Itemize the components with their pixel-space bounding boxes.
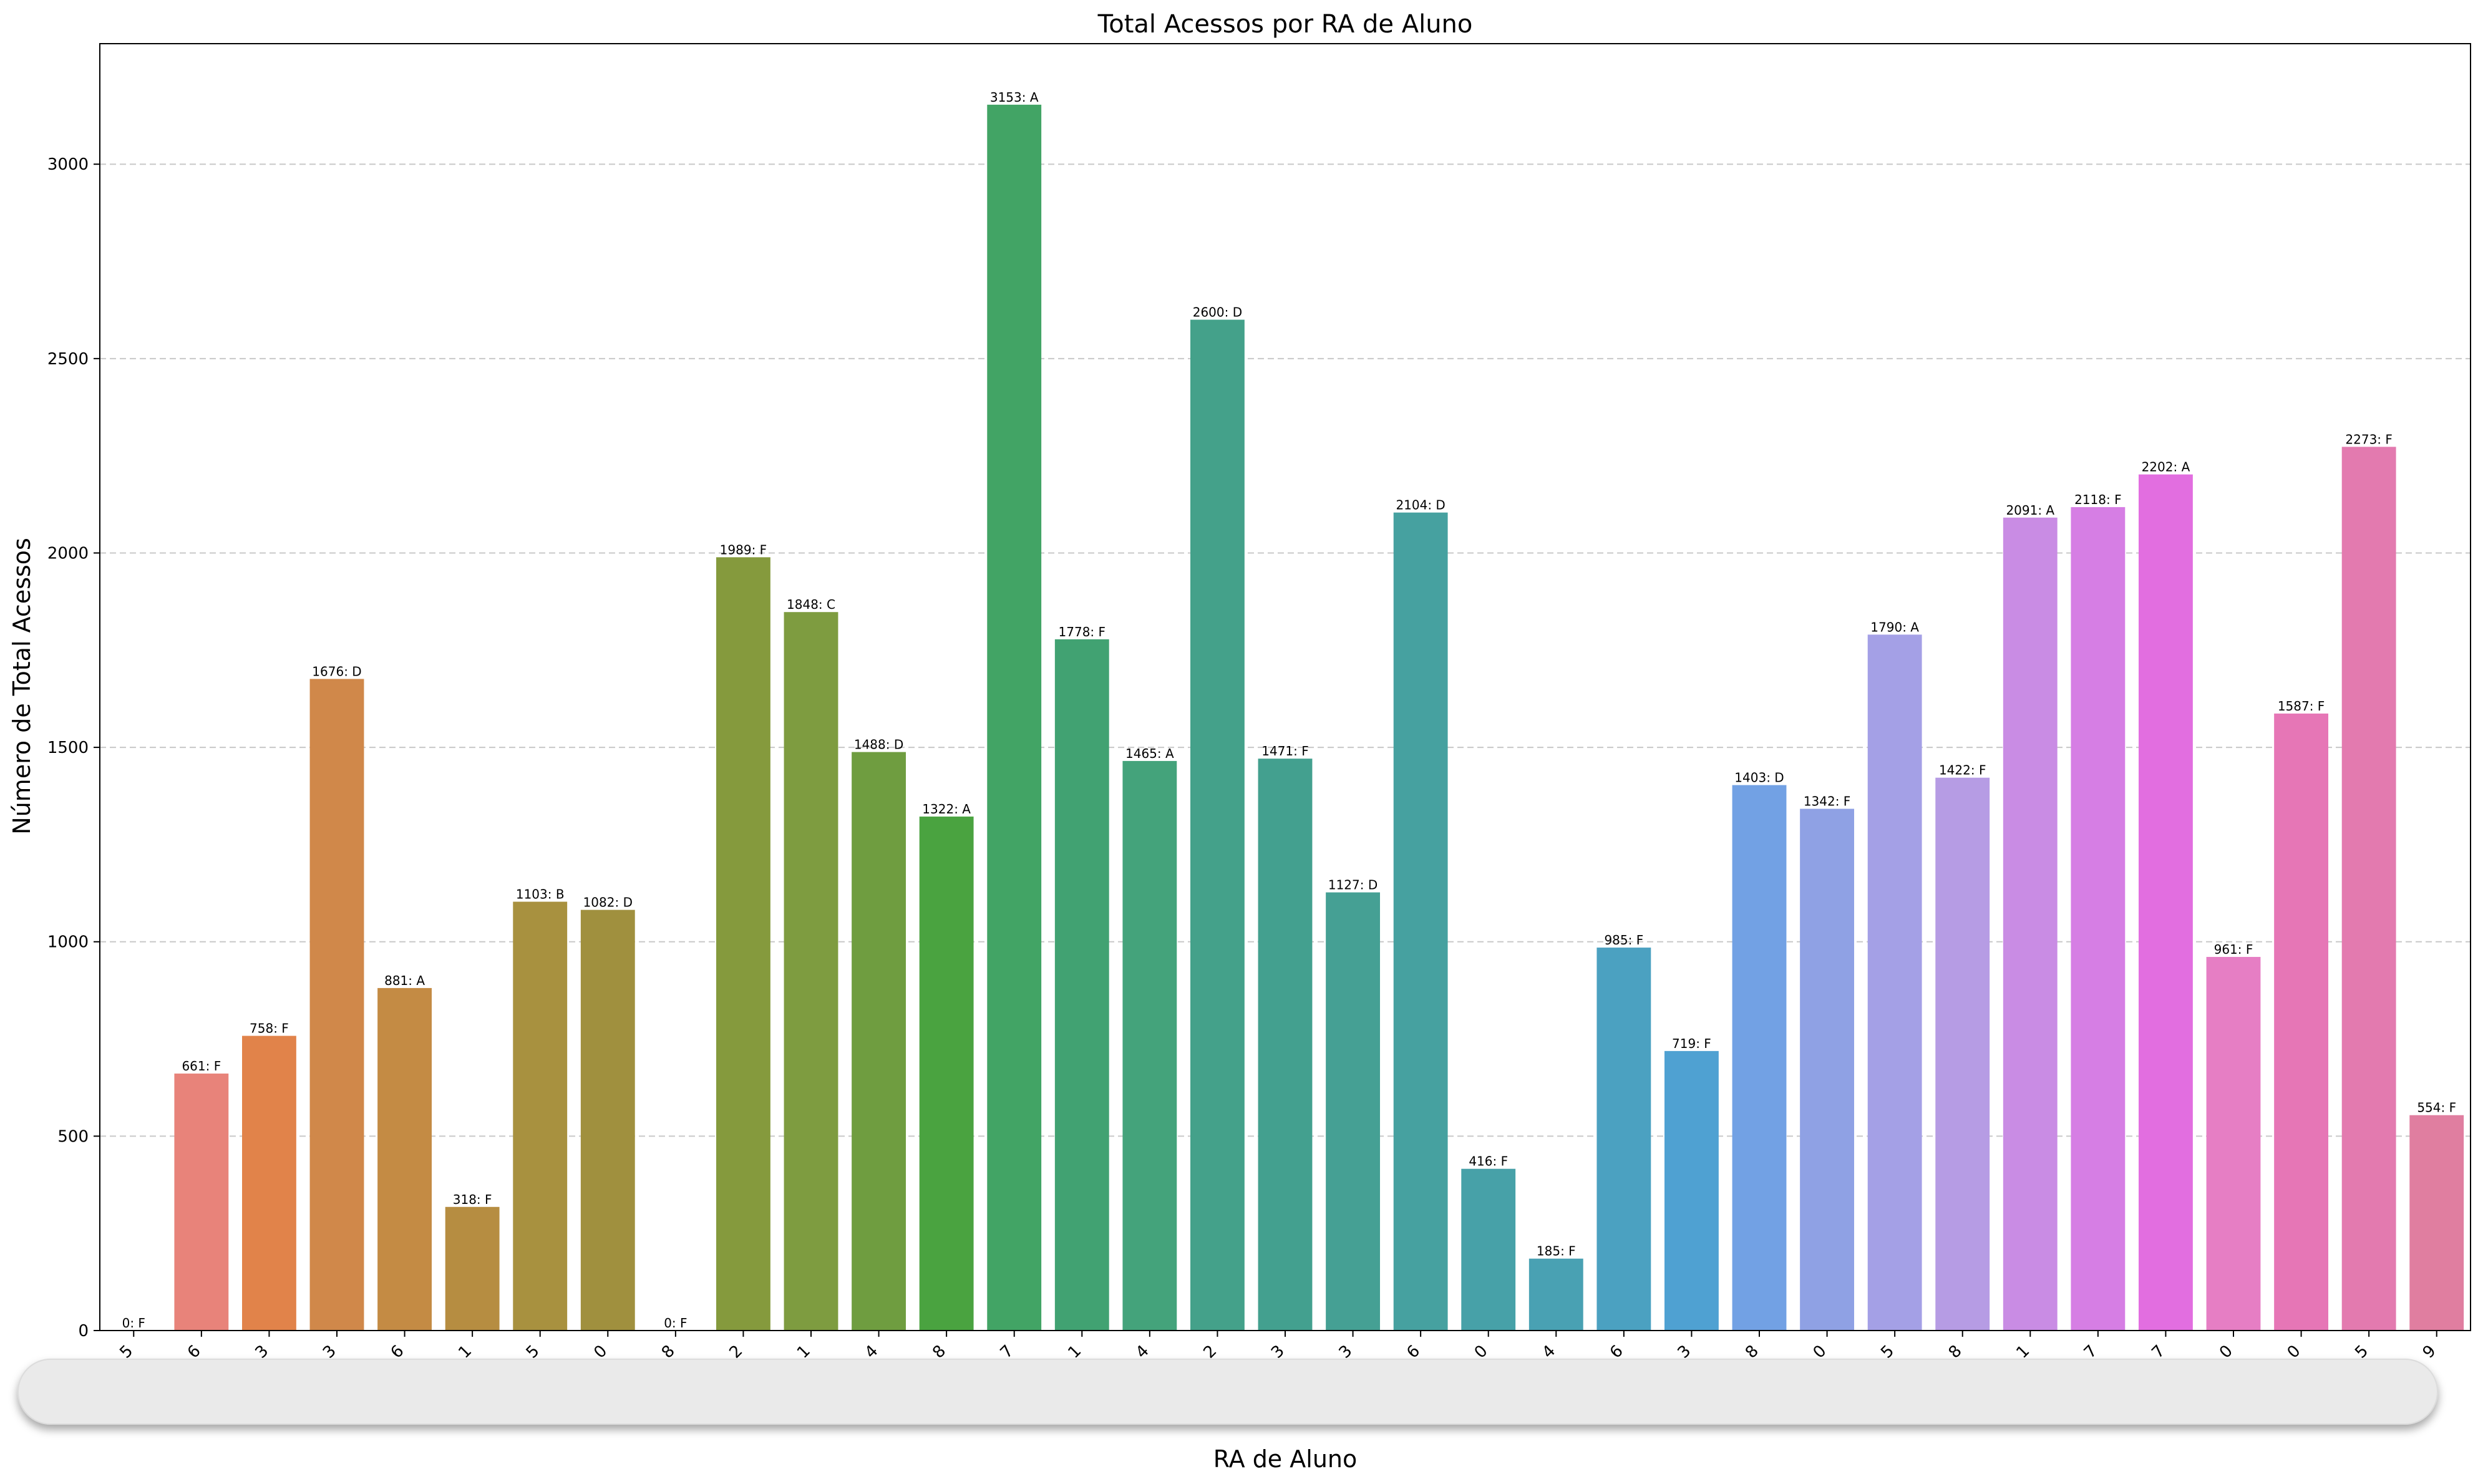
bar xyxy=(1596,948,1651,1331)
bar-value-label: 185: F xyxy=(1537,1244,1576,1259)
bar-value-label: 1471: F xyxy=(1261,744,1309,759)
bar xyxy=(1190,319,1245,1331)
bar xyxy=(242,1035,296,1331)
bar xyxy=(2003,517,2058,1331)
bar xyxy=(1800,808,1854,1331)
bar-value-label: 318: F xyxy=(453,1192,492,1207)
bar xyxy=(2274,713,2328,1331)
y-tick-label: 500 xyxy=(57,1127,89,1146)
bar-value-label: 2600: D xyxy=(1193,305,1242,320)
bar xyxy=(377,987,432,1331)
bar-value-labels: 0: F 661: F 758: F 1676: D 881: A 318: F 1103:… xyxy=(122,90,2456,1331)
y-tick-label: 3000 xyxy=(47,155,89,174)
bar xyxy=(1461,1168,1516,1331)
bar-value-label: 719: F xyxy=(1672,1036,1711,1051)
y-axis-ticks: 0 500 1000 1500 2000 2500 3000 xyxy=(47,155,100,1341)
bar xyxy=(1732,785,1787,1331)
bar xyxy=(1528,1258,1583,1331)
bar-value-label: 1127: D xyxy=(1328,878,1378,893)
bar-value-label: 554: F xyxy=(2417,1100,2456,1115)
plot-frame xyxy=(99,43,2471,1331)
bar-value-label: 1790: A xyxy=(1870,619,1919,634)
bar-value-label: 2202: A xyxy=(2142,460,2190,475)
bar xyxy=(174,1074,229,1331)
bar-value-label: 1103: B xyxy=(516,887,565,902)
bar xyxy=(309,679,364,1331)
bar-value-label: 881: A xyxy=(384,973,425,988)
bar-value-label: 1403: D xyxy=(1734,770,1784,785)
x-axis-label: RA de Aluno xyxy=(1213,1445,1358,1473)
bar-value-label: 1465: A xyxy=(1125,746,1174,761)
bar-value-label: 0: F xyxy=(664,1316,687,1331)
bar xyxy=(716,557,770,1331)
bar xyxy=(2409,1115,2464,1331)
bar-value-label: 2273: F xyxy=(2345,432,2393,447)
y-axis-label: Número de Total Acessos xyxy=(8,538,36,835)
y-tick-label: 0 xyxy=(78,1322,89,1341)
y-tick-label: 1000 xyxy=(47,933,89,952)
bar-value-label: 2091: A xyxy=(2006,503,2054,518)
bar-value-label: 758: F xyxy=(250,1021,289,1036)
bar xyxy=(580,909,635,1331)
bar-value-label: 1342: F xyxy=(1804,794,1851,809)
gridlines xyxy=(100,163,2471,1137)
horizontal-scrollbar[interactable] xyxy=(17,1359,2438,1425)
bar-value-label: 416: F xyxy=(1469,1154,1508,1169)
y-tick-label: 2500 xyxy=(47,350,89,369)
bar xyxy=(2139,474,2193,1331)
bar xyxy=(1326,892,1380,1331)
bar xyxy=(2341,447,2396,1331)
bar-value-label: 1676: D xyxy=(312,664,361,679)
bar-value-label: 985: F xyxy=(1604,933,1643,948)
bar-value-label: 1587: F xyxy=(2278,699,2325,714)
bar-value-label: 661: F xyxy=(182,1059,221,1074)
bar-value-label: 0: F xyxy=(122,1316,145,1331)
bar-value-label: 1778: F xyxy=(1059,624,1106,639)
bar-value-label: 1422: F xyxy=(1939,763,1986,778)
bar xyxy=(1258,759,1313,1331)
bar-value-label: 1488: D xyxy=(854,737,903,752)
bar-value-label: 3153: A xyxy=(990,90,1039,105)
bar xyxy=(1867,634,1922,1331)
y-tick-label: 2000 xyxy=(47,544,89,563)
bar xyxy=(919,817,974,1331)
bar xyxy=(1122,760,1177,1331)
bar xyxy=(852,752,906,1331)
y-tick-label: 1500 xyxy=(47,739,89,757)
bar-value-label: 1848: C xyxy=(787,597,835,612)
bars xyxy=(174,104,2464,1331)
bar xyxy=(2071,507,2126,1331)
bar xyxy=(1935,777,1990,1331)
bar-value-label: 2118: F xyxy=(2074,492,2122,507)
bar xyxy=(784,612,838,1331)
bar-value-label: 1082: D xyxy=(583,895,633,910)
chart-title: Total Acessos por RA de Aluno xyxy=(1097,10,1473,39)
bar xyxy=(1664,1050,1719,1331)
bar-value-label: 1322: A xyxy=(922,802,971,817)
bar xyxy=(987,104,1042,1331)
bar xyxy=(445,1206,500,1331)
bar-value-label: 2104: D xyxy=(1396,498,1445,513)
bar-value-label: 961: F xyxy=(2214,942,2253,957)
bar xyxy=(2206,957,2261,1331)
bar xyxy=(1393,512,1448,1331)
x-tick-label: 9 xyxy=(2419,1342,2440,1362)
bar xyxy=(1054,639,1109,1331)
bar xyxy=(513,901,568,1331)
bar-value-label: 1989: F xyxy=(720,542,767,557)
